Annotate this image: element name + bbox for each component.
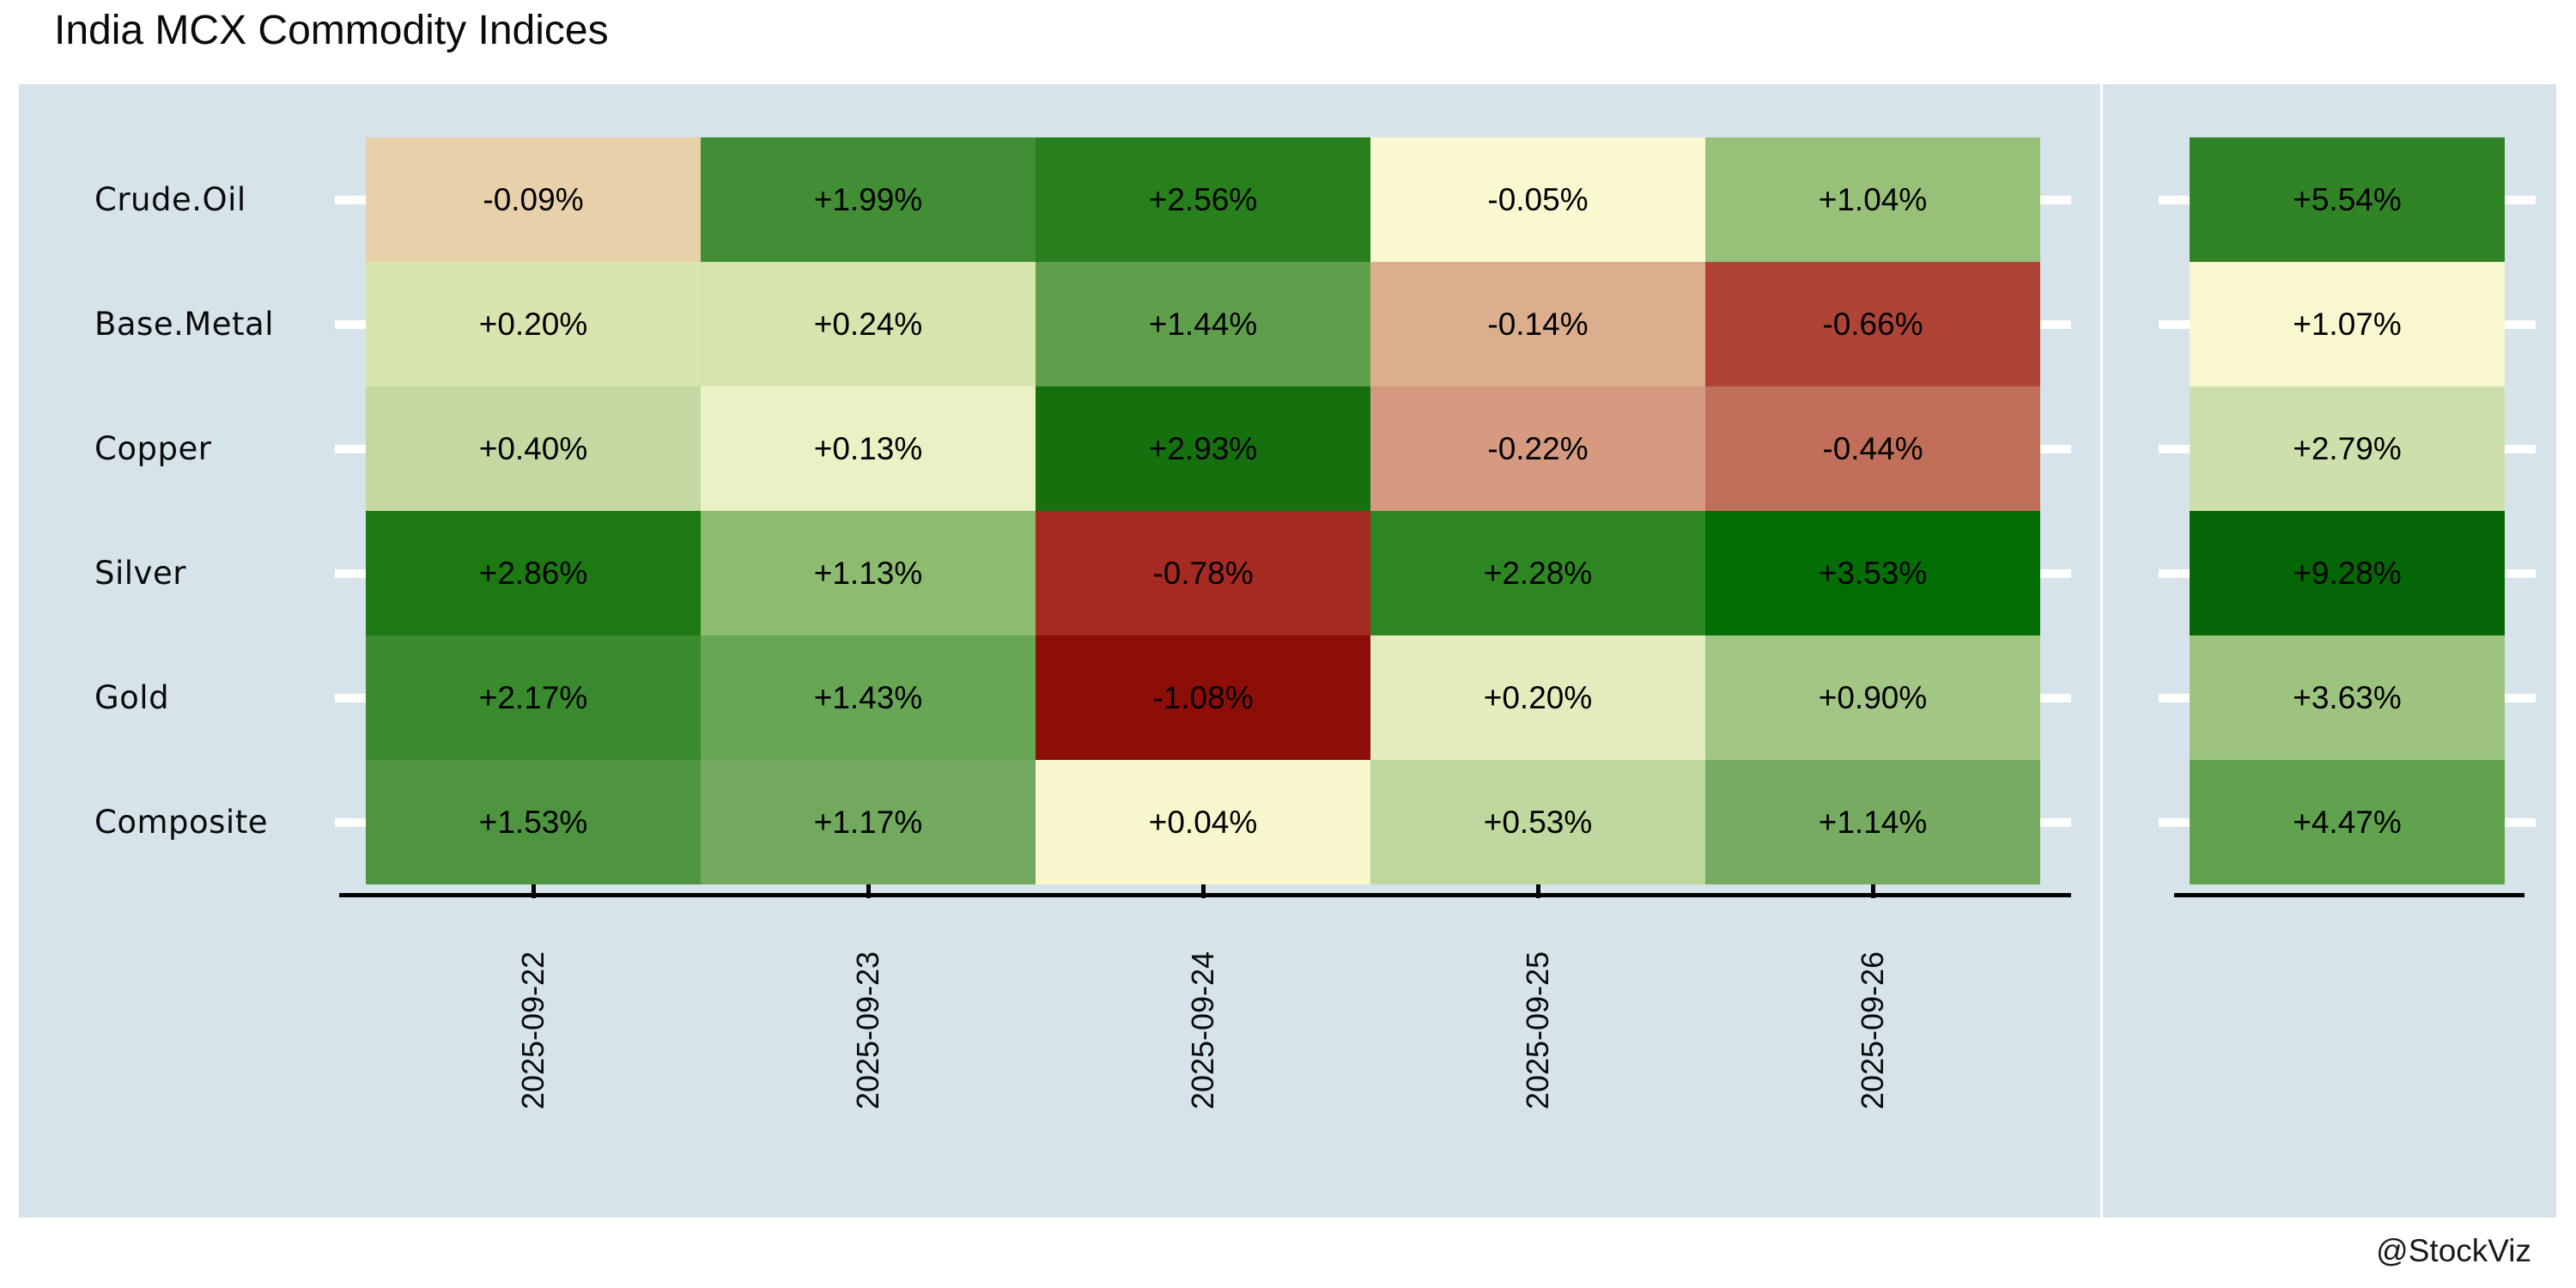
heatmap-cell: +0.13% xyxy=(701,386,1036,511)
heatmap-cell: +1.13% xyxy=(701,511,1036,635)
row-tick-mark xyxy=(335,319,366,329)
row-label-gold: Gold xyxy=(94,679,170,716)
heatmap-cell: -0.78% xyxy=(1036,511,1370,635)
x-axis-label: 2025-09-25 xyxy=(1519,920,1557,1140)
row-tick-mark xyxy=(2040,817,2071,827)
heatmap-cell: +1.43% xyxy=(701,635,1036,760)
row-label-composite: Composite xyxy=(94,804,268,841)
summary-cell: +9.28% xyxy=(2190,511,2505,635)
x-axis-label: 2025-09-22 xyxy=(514,920,552,1140)
heatmap-cell: +1.14% xyxy=(1705,760,2040,884)
row-tick-mark xyxy=(2505,817,2536,827)
row-tick-mark xyxy=(2159,817,2190,827)
heatmap-cell: +1.44% xyxy=(1036,262,1370,386)
row-tick-mark xyxy=(2040,319,2071,329)
heatmap-cell: -0.66% xyxy=(1705,262,2040,386)
heatmap-cell: +0.24% xyxy=(701,262,1036,386)
row-tick-mark xyxy=(335,693,366,702)
summary-cell: +3.63% xyxy=(2190,635,2505,760)
x-axis-label-text: 2025-09-24 xyxy=(1185,951,1220,1110)
heatmap-cell: +2.28% xyxy=(1370,511,1705,635)
x-axis-label: 2025-09-23 xyxy=(849,920,887,1140)
x-axis-label: 2025-09-26 xyxy=(1854,920,1892,1140)
row-tick-mark xyxy=(2505,693,2536,702)
heatmap-cell: +2.17% xyxy=(366,635,701,760)
x-axis-label-text: 2025-09-26 xyxy=(1855,951,1890,1110)
row-tick-mark xyxy=(2505,444,2536,453)
heatmap-cell: +1.17% xyxy=(701,760,1036,884)
x-axis-tick xyxy=(531,884,536,898)
heatmap-cell: +2.56% xyxy=(1036,137,1370,262)
row-tick-mark xyxy=(2040,693,2071,702)
heatmap-cell: -0.22% xyxy=(1370,386,1705,511)
x-axis-label-text: 2025-09-22 xyxy=(515,951,550,1110)
summary-cell: +5.54% xyxy=(2190,137,2505,262)
row-tick-mark xyxy=(2159,195,2190,204)
heatmap-cell: -0.05% xyxy=(1370,137,1705,262)
row-tick-mark xyxy=(2159,693,2190,702)
x-axis-tick xyxy=(866,884,871,898)
row-tick-mark xyxy=(335,444,366,453)
heatmap-cell: +0.53% xyxy=(1370,760,1705,884)
row-label-base-metal: Base.Metal xyxy=(94,306,275,343)
row-tick-mark xyxy=(2505,319,2536,329)
heatmap-cell: +0.04% xyxy=(1036,760,1370,884)
heatmap-cell: +1.99% xyxy=(701,137,1036,262)
row-tick-mark xyxy=(335,568,366,578)
row-label-silver: Silver xyxy=(94,555,186,592)
heatmap-cell: +0.40% xyxy=(366,386,701,511)
row-tick-mark xyxy=(335,195,366,204)
x-axis-line xyxy=(339,893,2071,897)
row-tick-mark xyxy=(2505,195,2536,204)
heatmap-cell: -1.08% xyxy=(1036,635,1370,760)
x-axis-tick xyxy=(1200,884,1206,898)
heatmap-cell: +0.90% xyxy=(1705,635,2040,760)
row-label-crude-oil: Crude.Oil xyxy=(94,181,246,218)
row-tick-mark xyxy=(2040,568,2071,578)
heatmap-cell: +0.20% xyxy=(366,262,701,386)
summary-axis-line xyxy=(2174,893,2524,897)
heatmap-cell: +1.53% xyxy=(366,760,701,884)
summary-cell: +2.79% xyxy=(2190,386,2505,511)
x-axis-tick xyxy=(1870,884,1875,898)
row-tick-mark xyxy=(335,817,366,827)
heatmap-cell: +3.53% xyxy=(1705,511,2040,635)
x-axis-label: 2025-09-24 xyxy=(1184,920,1222,1140)
x-axis-label-text: 2025-09-25 xyxy=(1520,951,1555,1110)
heatmap-cell: -0.14% xyxy=(1370,262,1705,386)
row-tick-mark xyxy=(2040,444,2071,453)
row-tick-mark xyxy=(2159,444,2190,453)
heatmap-cell: +2.93% xyxy=(1036,386,1370,511)
heatmap-cell: +2.86% xyxy=(366,511,701,635)
summary-cell: +1.07% xyxy=(2190,262,2505,386)
heatmap-cell: -0.44% xyxy=(1705,386,2040,511)
page-title: India MCX Commodity Indices xyxy=(54,8,609,53)
row-label-copper: Copper xyxy=(94,430,212,467)
x-axis-tick xyxy=(1535,884,1540,898)
row-tick-mark xyxy=(2040,195,2071,204)
heatmap-cell: +0.20% xyxy=(1370,635,1705,760)
row-tick-mark xyxy=(2159,319,2190,329)
summary-cell: +4.47% xyxy=(2190,760,2505,884)
heatmap-cell: -0.09% xyxy=(366,137,701,262)
row-tick-mark xyxy=(2505,568,2536,578)
x-axis-label-text: 2025-09-23 xyxy=(850,951,885,1110)
attribution: @StockViz xyxy=(2376,1233,2531,1268)
row-tick-mark xyxy=(2159,568,2190,578)
heatmap-cell: +1.04% xyxy=(1705,137,2040,262)
